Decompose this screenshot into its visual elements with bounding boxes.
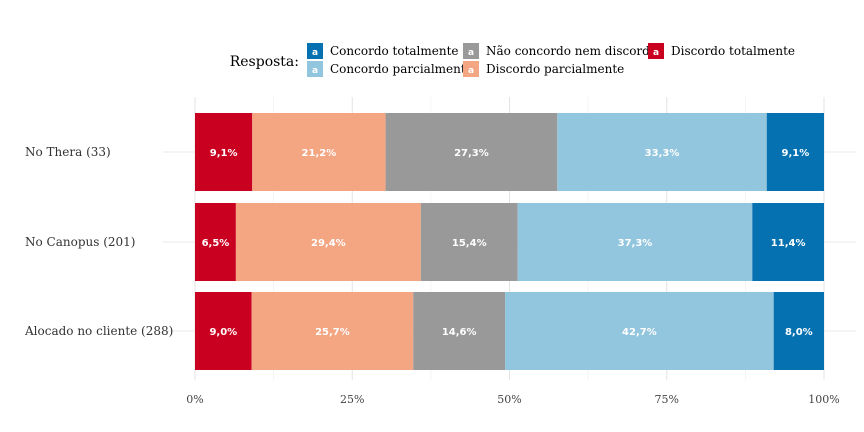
bar-segment [766,113,824,191]
x-tick-label: 75% [655,393,679,406]
legend-key [463,43,479,59]
x-tick-label: 25% [340,393,364,406]
category-label: No Thera (33) [25,145,111,159]
legend-key-letter: a [468,48,474,58]
legend-key [307,61,323,77]
bar-segment [413,292,506,370]
bar-data-label: 33,3% [645,148,680,159]
x-tick-label: 50% [497,393,521,406]
legend-label: Discordo parcialmente [486,62,624,76]
bar-data-label: 37,3% [618,238,653,249]
legend-label: Concordo totalmente [330,44,459,58]
bar-segment [235,203,421,281]
category-label: Alocado no cliente (288) [24,324,173,338]
bar-segment [385,113,558,191]
bar-segment [252,113,386,191]
legend-key-letter: a [653,48,659,58]
bar-data-label: 11,4% [771,238,806,249]
bar-segment [773,292,824,370]
category-label: No Canopus (201) [25,235,135,249]
bar-data-label: 29,4% [311,238,346,249]
bar-data-label: 9,0% [209,327,237,338]
bar-data-label: 8,0% [785,327,813,338]
legend-label: Concordo parcialmente [330,62,473,76]
bar-data-label: 14,6% [442,327,477,338]
legend-key-letter: a [312,48,318,58]
bar-data-label: 15,4% [452,238,487,249]
legend-label: Discordo totalmente [671,44,795,58]
bar-data-label: 9,1% [782,148,810,159]
bar-data-label: 6,5% [202,238,230,249]
bar-segment [505,292,774,370]
bar-data-label: 9,1% [210,148,238,159]
legend-key [648,43,664,59]
x-axis: 0% 25% 50% 75% 100% [186,393,839,406]
legend-key-letter: a [312,66,318,76]
bar-data-label: 27,3% [454,148,489,159]
bar-segment [420,203,518,281]
bar-data-label: 42,7% [622,327,657,338]
legend-title: Resposta: [230,54,299,70]
bar-segment [195,113,253,191]
bar-segment [752,203,824,281]
bar-segment [195,292,252,370]
bars: 9,1% 21,2% 27,3% 33,3% 9,1% 6,5% 29,4% 15,4% 37,… [195,113,824,370]
y-axis: No Thera (33) No Canopus (201) Alocado no … [24,145,173,338]
x-tick-label: 0% [186,393,203,406]
bar-segment [557,113,767,191]
legend-key-letter: a [468,66,474,76]
bar-data-label: 25,7% [315,327,350,338]
legend-label: Não concordo nem discordo [486,44,657,58]
bar-data-label: 21,2% [302,148,337,159]
bar-segment [517,203,753,281]
x-tick-label: 100% [808,393,839,406]
legend-key [463,61,479,77]
bar-segment [251,292,414,370]
legend-key [307,43,323,59]
bar-segment [195,203,236,281]
